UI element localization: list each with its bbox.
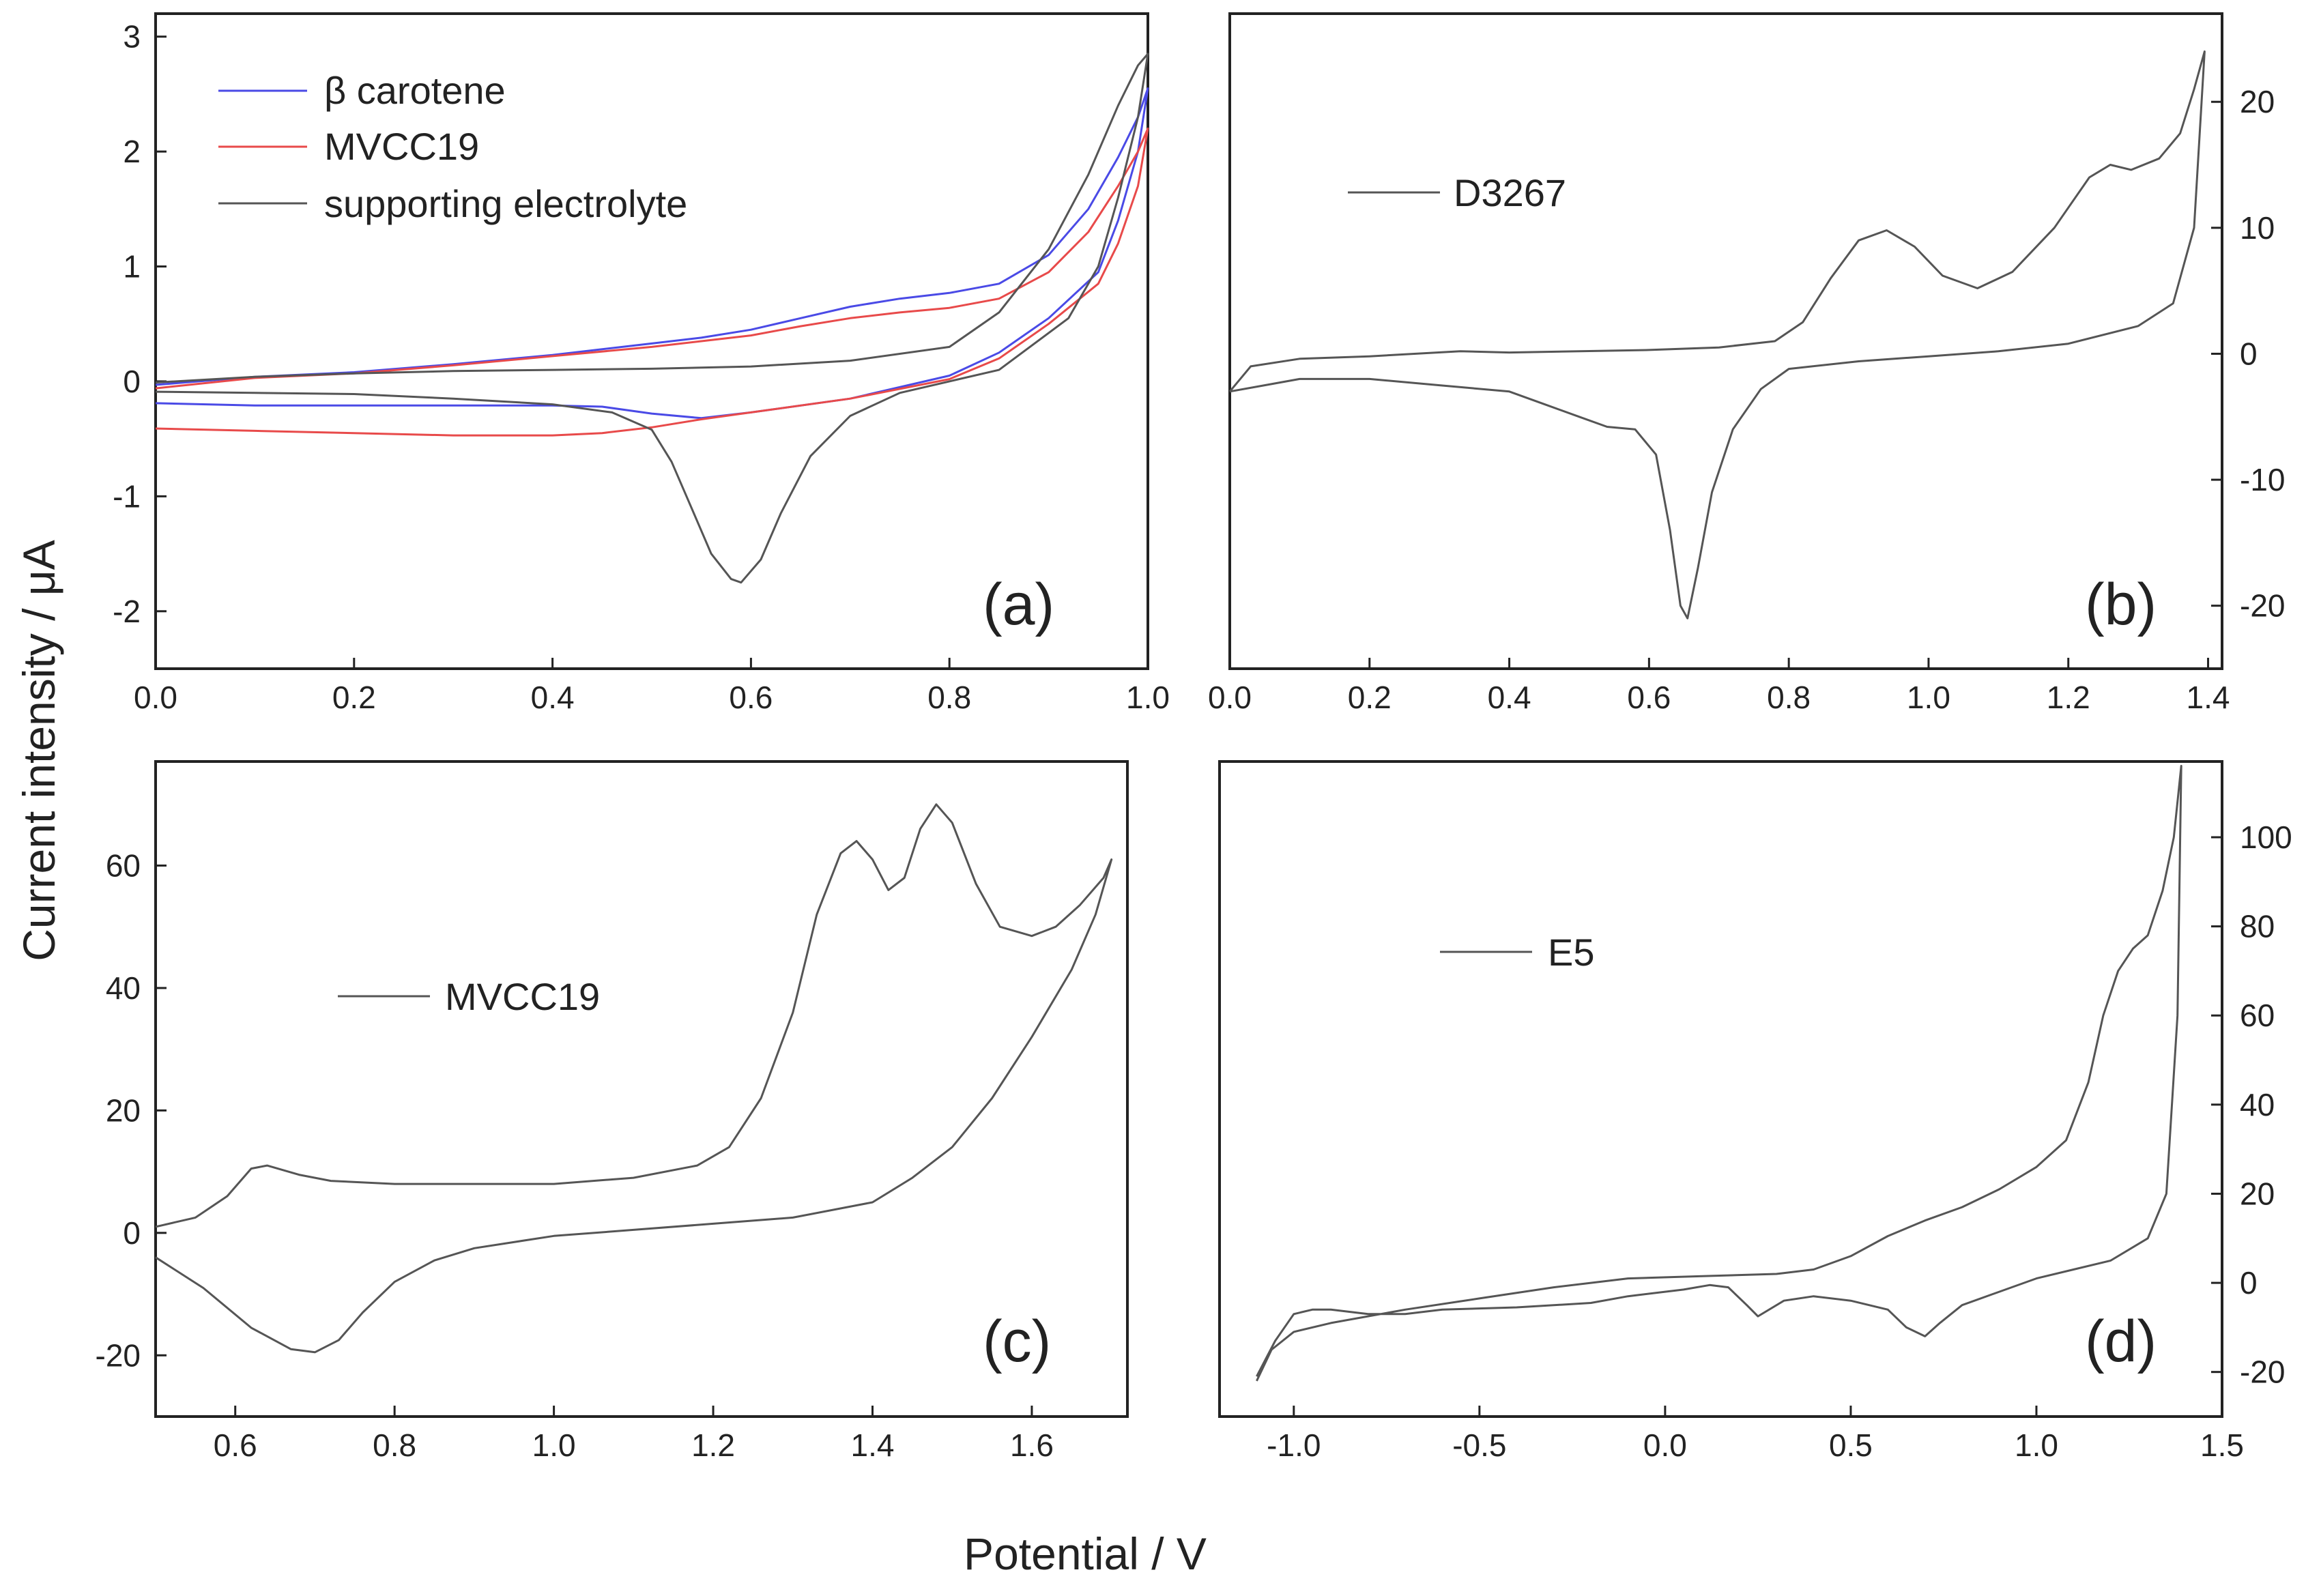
panel-c-x-tick-label: 1.4 xyxy=(851,1427,895,1463)
legend-label-d3267: D3267 xyxy=(1454,171,1566,214)
panel-a-y-tick-label: 0 xyxy=(123,364,141,399)
panel-a-x-tick-label: 0.0 xyxy=(134,680,177,715)
y-axis-title: Current intensity / μA xyxy=(14,540,64,961)
panel-b-x-tick-label: 0.6 xyxy=(1627,680,1671,715)
panel-b-series-d3267 xyxy=(1228,50,2206,620)
panel-c: 0.6 0.8 1.0 1.2 1.4 1.6 -20 0 20 40 60 MVCC19 (c) xyxy=(96,760,1129,1463)
panel-a-frame xyxy=(154,12,1149,670)
panel-a-y-tick-label: -1 xyxy=(113,478,141,514)
panel-c-legend: MVCC19 xyxy=(338,975,600,1018)
panel-a-series-carotene xyxy=(155,87,1149,420)
legend-label-e5: E5 xyxy=(1548,931,1595,974)
panel-c-x-tick-label: 1.2 xyxy=(691,1427,735,1463)
panel-b-x-tick-label: 1.2 xyxy=(2047,680,2090,715)
panel-label-d: (d) xyxy=(2085,1309,2157,1374)
panel-label-a: (a) xyxy=(983,572,1054,637)
panel-d-x-tick-label: -1.0 xyxy=(1267,1427,1321,1463)
panel-c-y-tick-label: 60 xyxy=(106,848,141,884)
panel-d-x-tick-label: -0.5 xyxy=(1452,1427,1506,1463)
panel-d-y-tick-label: -20 xyxy=(2240,1354,2285,1390)
panel-c-x-tick-label: 1.0 xyxy=(532,1427,576,1463)
panel-b-y-tick-label: -20 xyxy=(2240,588,2285,624)
panel-d-frame xyxy=(1218,760,2223,1418)
panel-b-frame xyxy=(1228,12,2223,670)
panel-a-y-tick-label: -2 xyxy=(113,594,141,629)
panel-d-x-tick-label: 0.5 xyxy=(1829,1427,1873,1463)
panel-d-x-tick-label: 1.5 xyxy=(2200,1427,2244,1463)
panel-d-y-tick-label: 20 xyxy=(2240,1176,2275,1211)
legend-label-mvcc19-c: MVCC19 xyxy=(445,975,600,1018)
panel-a-y-tick-label: 2 xyxy=(123,134,141,169)
panel-c-plot: 0.6 0.8 1.0 1.2 1.4 1.6 -20 0 20 40 60 xyxy=(96,803,1113,1463)
panel-c-x-tick-label: 0.6 xyxy=(214,1427,257,1463)
panel-a-y-tick-label: 3 xyxy=(123,19,141,55)
panel-b: 0.0 0.2 0.4 0.6 0.8 1.0 1.2 1.4 -20 -10 0 10 20 D326… xyxy=(1208,12,2285,715)
panel-c-x-tick-label: 0.8 xyxy=(373,1427,416,1463)
panel-b-y-tick-label: 0 xyxy=(2240,336,2258,371)
panel-b-x-tick-label: 0.0 xyxy=(1208,680,1252,715)
panel-b-x-tick-label: 0.2 xyxy=(1348,680,1392,715)
panel-a-series-supporting-electrolyte xyxy=(155,53,1149,584)
panel-c-series-mvcc19 xyxy=(155,803,1113,1354)
panel-b-plot: 0.0 0.2 0.4 0.6 0.8 1.0 1.2 1.4 -20 -10 0 10 20 xyxy=(1208,50,2285,715)
panel-d-legend: E5 xyxy=(1440,931,1595,974)
panel-c-x-tick-label: 1.6 xyxy=(1010,1427,1054,1463)
legend-label-beta-carotene: β carotene xyxy=(324,69,506,112)
panel-c-frame xyxy=(154,760,1129,1418)
panel-d-plot: -1.0 -0.5 0.0 0.5 1.0 1.5 -20 0 20 40 60 80 100 xyxy=(1256,765,2292,1463)
panel-a-x-tick-label: 0.8 xyxy=(927,680,971,715)
panel-b-x-tick-label: 1.4 xyxy=(2187,680,2230,715)
panel-b-x-tick-label: 0.4 xyxy=(1488,680,1531,715)
panel-b-legend: D3267 xyxy=(1348,171,1566,214)
panel-d-x-tick-label: 0.0 xyxy=(1643,1427,1687,1463)
panel-label-c: (c) xyxy=(983,1309,1051,1374)
panel-b-x-tick-label: 0.8 xyxy=(1767,680,1811,715)
panel-d-x-tick-label: 1.0 xyxy=(2015,1427,2058,1463)
panel-d-y-tick-label: 100 xyxy=(2240,819,2292,855)
panel-label-b: (b) xyxy=(2085,572,2157,637)
legend-label-supporting-electrolyte: supporting electrolyte xyxy=(324,182,687,225)
panel-c-y-tick-label: -20 xyxy=(96,1337,141,1373)
panel-a-legend: β carotene MVCC19 supporting electrolyte xyxy=(218,69,687,225)
panel-b-y-tick-label: 20 xyxy=(2240,84,2275,119)
panel-a-x-tick-label: 1.0 xyxy=(1126,680,1170,715)
panel-a-series-mvcc19 xyxy=(155,127,1149,437)
panel-a-x-tick-label: 0.2 xyxy=(332,680,376,715)
panel-b-x-tick-label: 1.0 xyxy=(1907,680,1950,715)
panel-c-y-tick-label: 40 xyxy=(106,970,141,1006)
panel-d-y-tick-label: 80 xyxy=(2240,909,2275,944)
panel-a: 0.0 0.2 0.4 0.6 0.8 1.0 -2 -1 0 1 2 3 β carotene MV… xyxy=(113,12,1170,715)
panel-a-plot: 0.0 0.2 0.4 0.6 0.8 1.0 -2 -1 0 1 2 3 xyxy=(113,19,1170,715)
panel-d-series-e5 xyxy=(1256,765,2182,1382)
panel-d-y-tick-label: 40 xyxy=(2240,1087,2275,1122)
panel-b-y-tick-label: 10 xyxy=(2240,210,2275,246)
panel-d-y-tick-label: 60 xyxy=(2240,998,2275,1033)
panel-a-x-tick-label: 0.6 xyxy=(729,680,773,715)
panel-c-y-tick-label: 20 xyxy=(106,1092,141,1128)
panel-d: -1.0 -0.5 0.0 0.5 1.0 1.5 -20 0 20 40 60 80 100 E5 (… xyxy=(1218,760,2292,1463)
x-axis-title: Potential / V xyxy=(964,1528,1207,1579)
panel-c-y-tick-label: 0 xyxy=(123,1215,141,1251)
panel-a-x-tick-label: 0.4 xyxy=(531,680,575,715)
legend-label-mvcc19: MVCC19 xyxy=(324,125,479,168)
panel-a-y-tick-label: 1 xyxy=(123,249,141,285)
panel-d-y-tick-label: 0 xyxy=(2240,1265,2258,1301)
panel-b-y-tick-label: -10 xyxy=(2240,462,2285,497)
